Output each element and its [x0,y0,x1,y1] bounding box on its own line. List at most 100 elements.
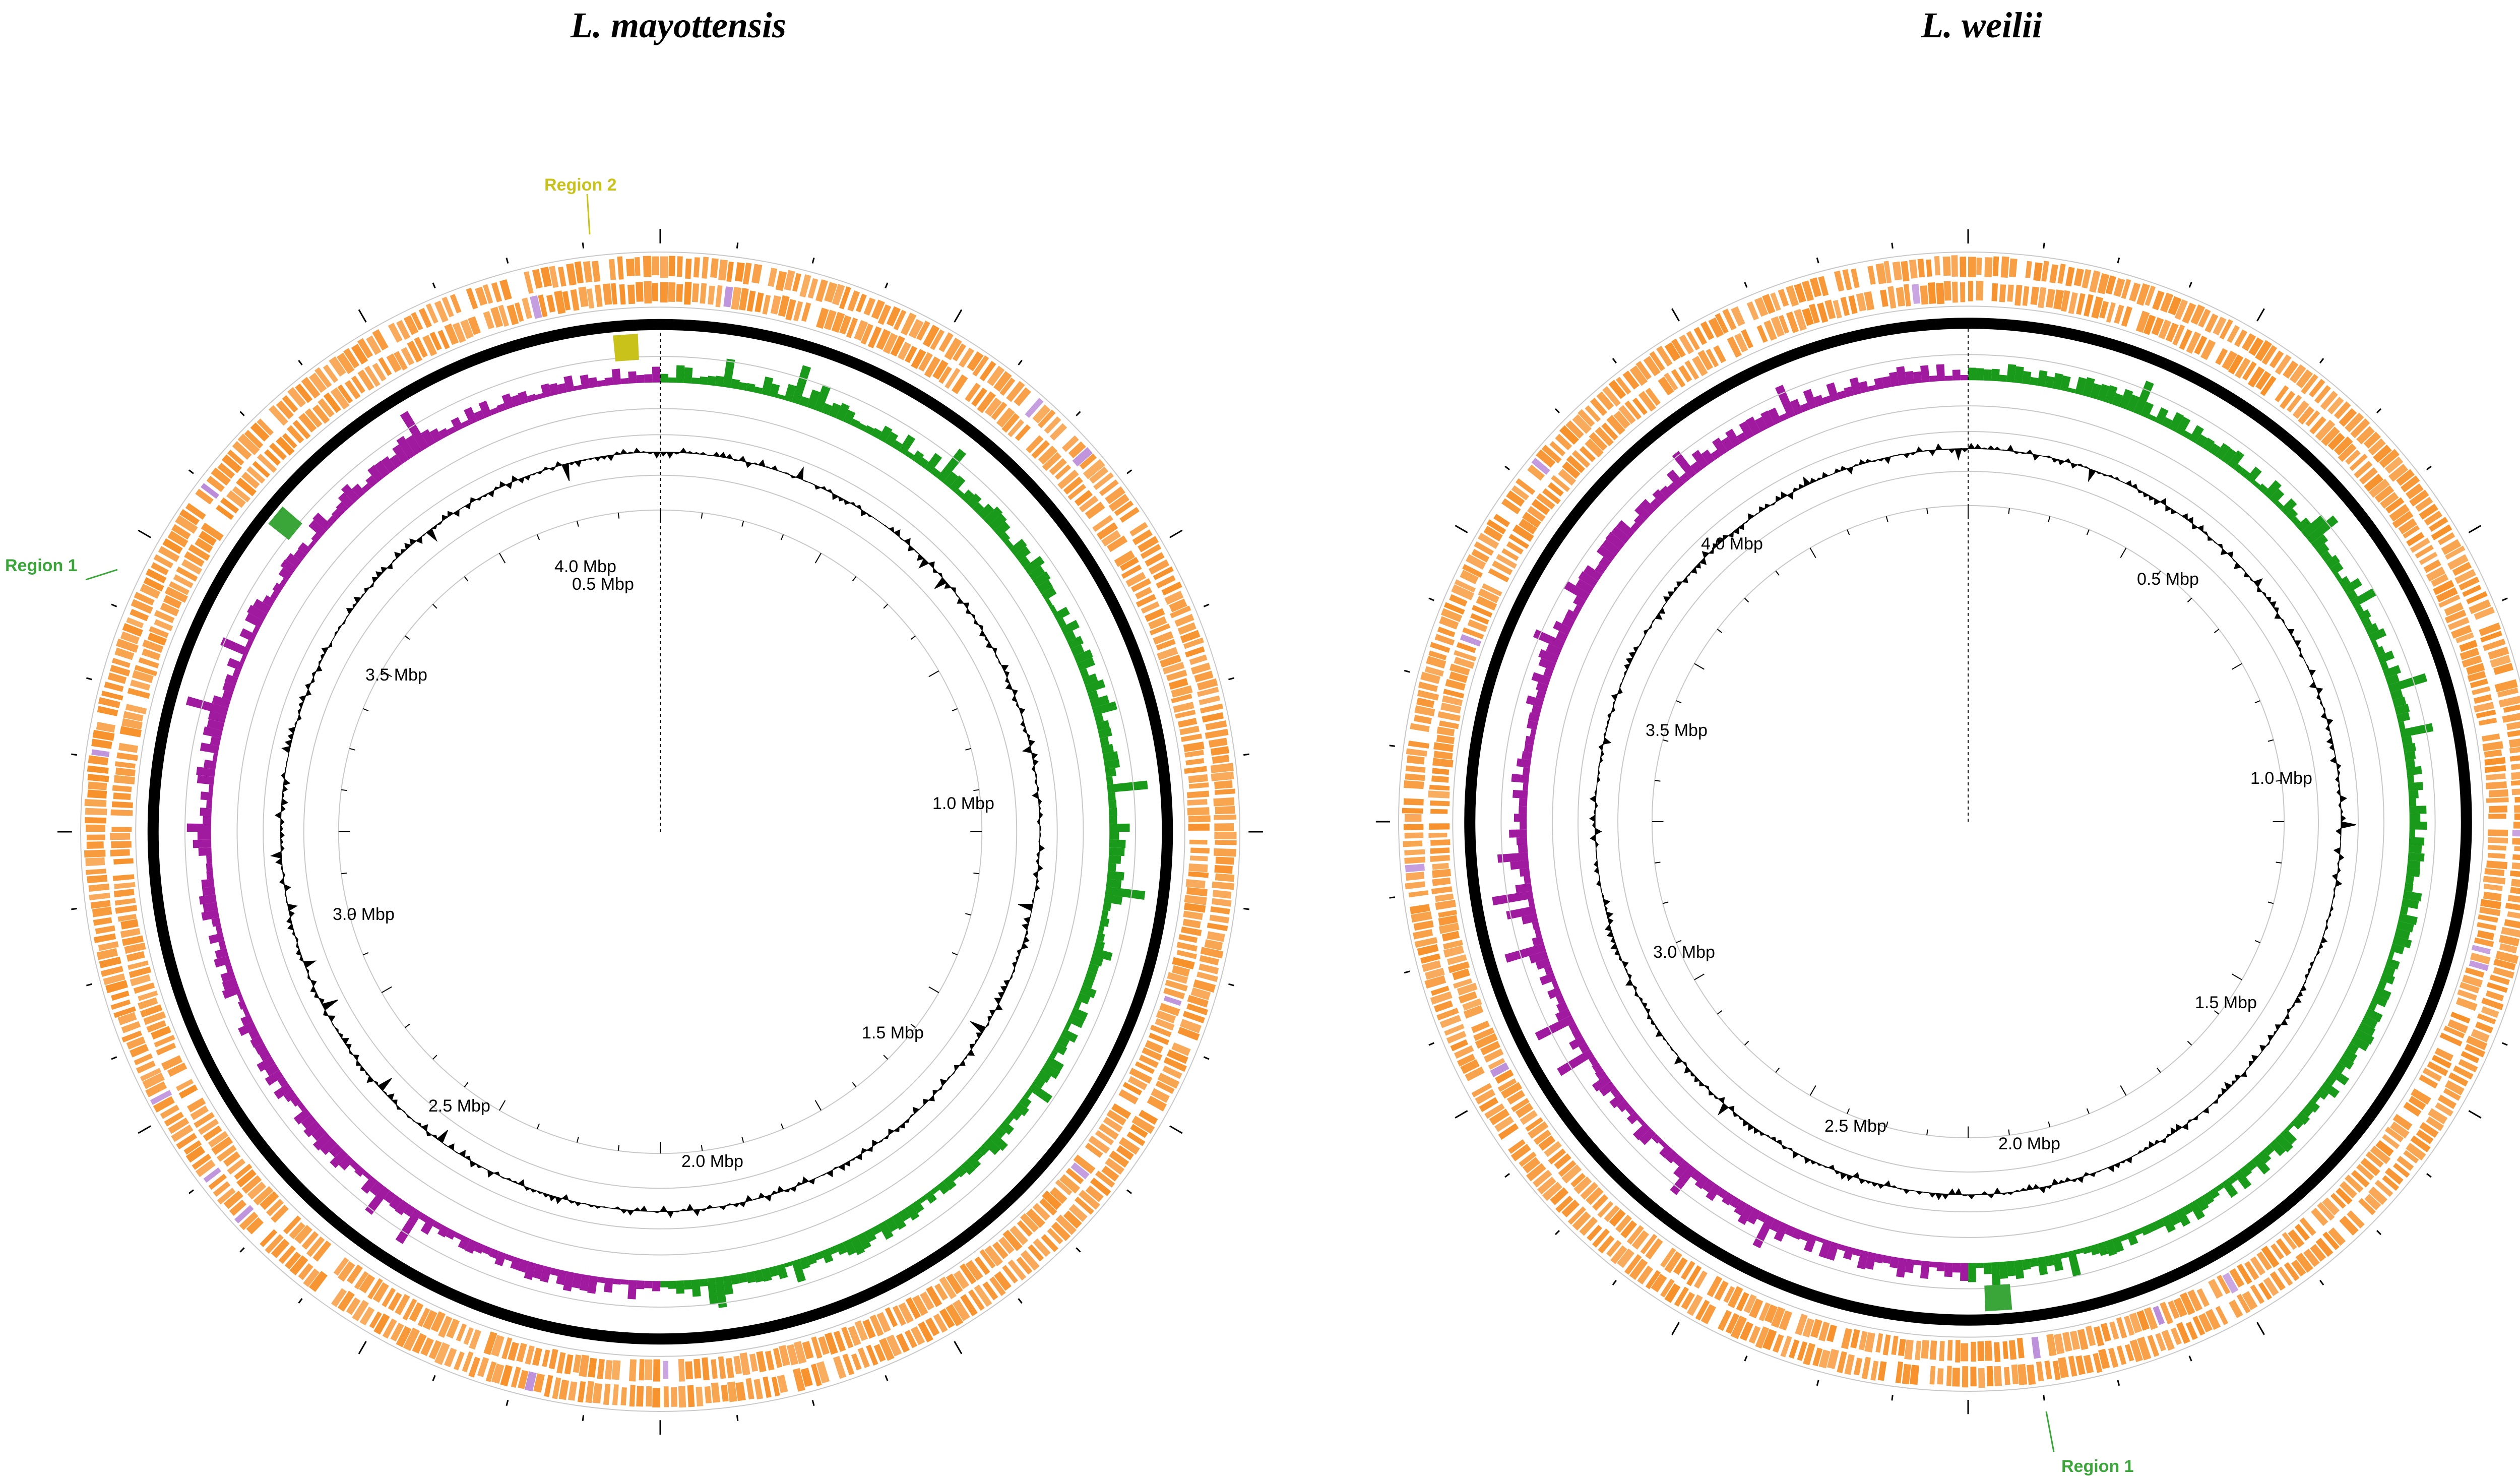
gc-skew-positive [691,377,700,385]
gc-content-peak [1694,562,1701,569]
cds-feature [298,413,317,433]
gc-content-peak [2326,918,2329,925]
cds-feature [2143,315,2156,335]
cds-feature [2480,631,2502,643]
inner-tick [464,1082,469,1087]
cds-feature [2439,1032,2463,1047]
gc-content-peak [1655,1024,1660,1031]
cds-feature [1518,518,1537,535]
cds-feature [1108,494,1129,512]
guide-circle [1617,471,2319,1173]
cds-feature [149,626,169,638]
cds-feature [382,1318,397,1339]
cds-feature [1762,1329,1777,1350]
gc-content-peak [903,1117,910,1124]
gc-content-peak [1594,789,1597,796]
gc-content-peak [1641,635,1646,641]
cds-feature [276,436,295,456]
gc-content-peak [406,1114,412,1119]
cds-feature [437,330,450,349]
cds-feature [1446,1030,1467,1044]
cds-feature [1758,1302,1771,1322]
gc-content-peak [319,659,323,666]
cds-feature [2427,1061,2448,1076]
gc-content-peak [944,582,952,589]
cds-feature [1443,602,1465,615]
cds-feature [158,546,180,562]
gc-content-peak [789,1186,797,1192]
gc-content-peak [653,451,661,459]
gc-content-peak [371,577,379,584]
cds-feature [532,269,543,289]
gc-skew-positive [699,376,708,385]
gc-skew-negative [562,1271,575,1291]
gc-skew-negative [253,598,272,614]
cds-feature [1620,1220,1637,1239]
cds-feature [2487,829,2508,837]
cds-feature [912,1295,928,1316]
cds-feature [793,301,803,322]
gc-skew-positive [2392,936,2412,949]
gc-skew-positive [999,532,1011,543]
gc-content-peak [1023,936,1030,944]
gc-skew-positive [676,1280,685,1294]
cds-feature [786,1344,799,1366]
gc-skew-negative [474,1242,485,1254]
gc-content-peak [738,456,746,463]
outer-tick [2426,465,2432,470]
cds-feature [1643,356,1661,377]
gc-content-peak [512,1181,519,1185]
gc-content-peak [882,1134,890,1140]
gc-skew-negative [612,1278,621,1285]
cds-feature [2403,1101,2422,1117]
cds-feature [2129,1312,2143,1333]
gc-skew-negative [400,411,429,451]
cds-feature [1917,259,1925,278]
guide-circle [1398,252,2520,1392]
cds-feature [1723,1286,1735,1303]
gc-content-peak [2326,718,2334,726]
cds-feature [1445,679,1466,691]
cds-feature [1488,1058,1505,1070]
gc-content-peak [2335,879,2343,887]
gc-content-peak [1682,1061,1687,1068]
inner-tick [362,952,369,956]
cds-feature [308,1271,328,1292]
outer-tick [506,258,509,264]
cds-feature [1463,1005,1484,1019]
gc-skew-positive [2409,829,2416,838]
cds-feature [117,914,137,922]
cds-feature [1114,550,1136,567]
cds-feature [2215,1306,2229,1325]
gc-content-peak [352,602,358,610]
cds-feature [298,1263,313,1280]
cds-feature [792,273,801,292]
gc-skew-negative [1747,1207,1761,1225]
cds-feature [1051,1221,1071,1241]
gc-content-peak [860,509,868,517]
gc-content-peak [1589,814,1596,823]
gc-content-peak [958,1059,966,1066]
gc-content-peak [2325,724,2331,732]
gc-content-peak [561,1194,569,1201]
cds-feature [1909,259,1918,279]
inner-tick [780,1123,784,1130]
region-2-label: Region 2 [544,175,617,195]
cds-feature [1188,815,1211,823]
cds-feature [704,1386,712,1404]
gc-skew-negative [1521,913,1538,925]
cds-feature [95,925,115,935]
gc-skew-positive [983,1138,1001,1155]
cds-feature [329,356,346,377]
gc-content-peak [281,797,289,806]
cds-feature [715,285,723,307]
cds-feature [668,282,676,302]
gc-content-peak [436,520,443,525]
cds-feature [184,551,205,567]
gc-content-peak [666,452,674,459]
cds-feature [1497,1078,1517,1092]
gc-skew-positive [2161,417,2173,428]
cds-feature [2174,299,2188,320]
gc-skew-negative [1711,449,1722,460]
cds-feature [331,1288,347,1307]
